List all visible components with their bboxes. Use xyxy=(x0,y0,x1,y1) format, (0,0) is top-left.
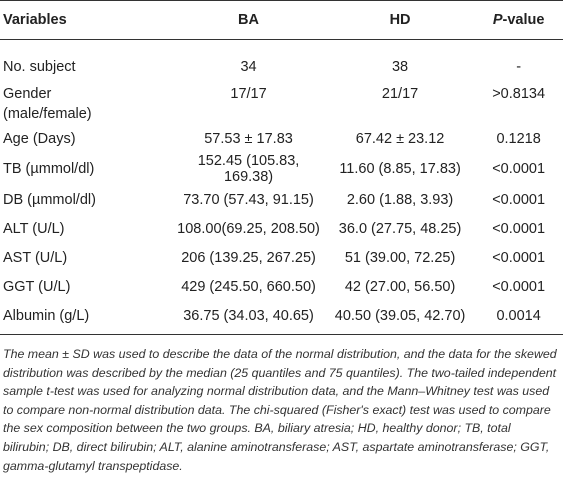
column-header: Variables xyxy=(0,0,172,40)
cell-text: <0.0001 xyxy=(492,161,546,177)
cell-text: 57.53 ± 17.83 xyxy=(204,130,293,147)
table-cell: <0.0001 xyxy=(474,153,563,185)
table-cell: 57.53 ± 17.83 xyxy=(171,124,326,153)
row-label: GGT (U/L) xyxy=(0,272,171,301)
table-body: No. subject 34 38 - Gender (male/female) 17/17… xyxy=(0,40,563,335)
table-cell: 0.1218 xyxy=(474,124,563,153)
table-cell: 11.60 (8.85, 17.83) xyxy=(326,153,474,185)
column-header: P-value xyxy=(474,0,563,40)
cell-text: 38 xyxy=(391,58,409,75)
cell-text: DB (µmmol/dl) xyxy=(3,191,96,208)
table-cell: 21/17 xyxy=(326,81,474,124)
cell-text: 42 (27.00, 56.50) xyxy=(344,278,456,295)
header-text: HD xyxy=(389,12,411,28)
cell-text: 40.50 (39.05, 42.70) xyxy=(334,307,466,324)
table-cell: 17/17 xyxy=(171,81,326,124)
cell-text: No. subject xyxy=(3,58,76,75)
table-cell: 2.60 (1.88, 3.93) xyxy=(326,185,474,214)
cell-text: TB (µmmol/dl) xyxy=(3,161,95,177)
footnote: The mean ± SD was used to describe the d… xyxy=(3,347,557,473)
column-header: HD xyxy=(325,0,475,40)
cell-text: <0.0001 xyxy=(492,278,546,295)
column-header: BA xyxy=(171,0,326,40)
page: Variables BA HD P-value No. subject 34 38 - Gen… xyxy=(0,0,563,473)
table-cell: 36.75 (34.03, 40.65) xyxy=(171,301,326,335)
label-line: (male/female) xyxy=(3,106,92,122)
table-cell: - xyxy=(474,40,563,82)
header-italic: P xyxy=(492,12,503,28)
cell-text: 21/17 xyxy=(381,86,419,102)
table-cell: 51 (39.00, 72.25) xyxy=(326,243,474,272)
table-cell: 429 (245.50, 660.50) xyxy=(171,272,326,301)
table-cell: <0.0001 xyxy=(474,185,563,214)
cell-text: >0.8134 xyxy=(492,86,546,102)
header-row: Variables BA HD P-value xyxy=(0,0,563,40)
cell-text: 108.00(69.25, 208.50) xyxy=(177,220,320,237)
cell-text: Age (Days) xyxy=(3,130,76,147)
table-row: Gender (male/female) 17/17 21/17 >0.8134 xyxy=(0,81,563,124)
table-cell: >0.8134 xyxy=(474,81,563,124)
table-row: ALT (U/L) 108.00(69.25, 208.50) 36.0 (27.7… xyxy=(0,214,563,243)
cell-text: ALT (U/L) xyxy=(3,220,65,237)
cell-text: 429 (245.50, 660.50) xyxy=(181,278,316,295)
cell-text: AST (U/L) xyxy=(3,249,68,266)
cell-text: 152.45 (105.83, 169.38) xyxy=(197,153,300,185)
table-row: No. subject 34 38 - xyxy=(0,40,563,82)
row-label: Gender (male/female) xyxy=(0,81,171,124)
cell-text: 206 (139.25, 267.25) xyxy=(181,249,316,266)
cell-text: <0.0001 xyxy=(492,220,546,237)
table-row: TB (µmmol/dl) 152.45 (105.83, 169.38) 11.6… xyxy=(0,153,563,185)
table-cell: 152.45 (105.83, 169.38) xyxy=(171,153,326,185)
table-cell: 0.0014 xyxy=(474,301,563,335)
header-text: BA xyxy=(238,12,259,28)
cell-text: 51 (39.00, 72.25) xyxy=(344,249,456,266)
table-cell: 67.42 ± 23.12 xyxy=(326,124,474,153)
table-row: GGT (U/L) 429 (245.50, 660.50) 42 (27.00, … xyxy=(0,272,563,301)
cell-text: 36.75 (34.03, 40.65) xyxy=(183,307,314,324)
table-cell: <0.0001 xyxy=(474,272,563,301)
cell-text: 0.0014 xyxy=(496,307,541,324)
table-cell: 34 xyxy=(171,40,326,82)
cell-text: 11.60 (8.85, 17.83) xyxy=(339,161,461,177)
table-cell: 42 (27.00, 56.50) xyxy=(326,272,474,301)
cell-text: 34 xyxy=(240,58,257,75)
row-label: Albumin (g/L) xyxy=(0,301,172,335)
row-label: Age (Days) xyxy=(0,124,171,153)
row-label: ALT (U/L) xyxy=(0,214,171,243)
header-text: -value xyxy=(502,12,545,28)
cell-text: 17/17 xyxy=(230,86,267,102)
cell-text: Albumin (g/L) xyxy=(3,307,90,324)
cell-text: <0.0001 xyxy=(492,191,546,208)
cell-text: 36.0 (27.75, 48.25) xyxy=(338,220,462,237)
cell-text: 67.42 ± 23.12 xyxy=(355,130,445,147)
table-row: AST (U/L) 206 (139.25, 267.25) 51 (39.00, … xyxy=(0,243,563,272)
table-cell: 73.70 (57.43, 91.15) xyxy=(171,185,326,214)
table-cell: 38 xyxy=(326,40,474,82)
table-cell: <0.0001 xyxy=(474,214,563,243)
table-row: DB (µmmol/dl) 73.70 (57.43, 91.15) 2.60 (1… xyxy=(0,185,563,214)
cell-text: 2.60 (1.88, 3.93) xyxy=(346,191,454,208)
table-row: Albumin (g/L) 36.75 (34.03, 40.65) 40.50 (… xyxy=(0,301,563,335)
cell-text: 0.1218 xyxy=(496,130,541,147)
data-table: Variables BA HD P-value No. subject 34 38 - Gen… xyxy=(0,0,563,335)
row-label: No. subject xyxy=(0,40,171,82)
row-label: TB (µmmol/dl) xyxy=(0,153,171,185)
table-cell: <0.0001 xyxy=(474,243,563,272)
cell-text: - xyxy=(516,58,522,75)
row-label: AST (U/L) xyxy=(0,243,171,272)
header-text: Variables xyxy=(3,12,67,28)
cell-text: <0.0001 xyxy=(492,249,546,266)
cell-text: GGT (U/L) xyxy=(3,278,71,295)
table-cell: 36.0 (27.75, 48.25) xyxy=(326,214,474,243)
table-cell: 40.50 (39.05, 42.70) xyxy=(325,301,475,335)
cell-text: 73.70 (57.43, 91.15) xyxy=(183,191,314,208)
label-line: Gender xyxy=(3,86,52,102)
row-label: DB (µmmol/dl) xyxy=(0,185,171,214)
table-row: Age (Days) 57.53 ± 17.83 67.42 ± 23.12 0.12… xyxy=(0,124,563,153)
table-cell: 206 (139.25, 267.25) xyxy=(171,243,326,272)
table-cell: 108.00(69.25, 208.50) xyxy=(171,214,326,243)
